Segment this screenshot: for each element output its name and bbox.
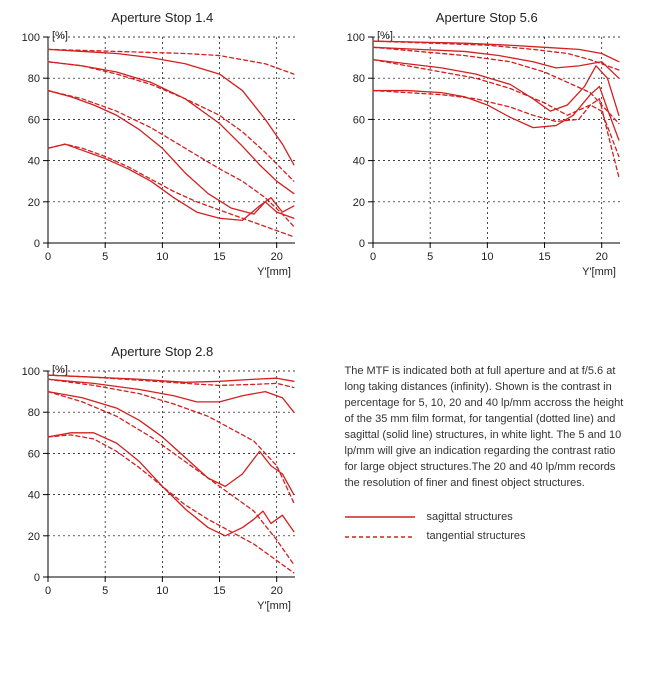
svg-text:100: 100 <box>346 32 364 44</box>
svg-text:5: 5 <box>427 251 433 263</box>
svg-text:[%]: [%] <box>52 30 68 42</box>
chart-svg-f28: 0 5 10 15 20 0 20 40 60 80 100 [%] Y'[mm] <box>10 363 305 613</box>
svg-text:0: 0 <box>34 572 40 584</box>
svg-text:80: 80 <box>28 407 40 419</box>
legend-row-tangential: tangential structures <box>345 529 630 545</box>
chart-title-f14: Aperture Stop 1.4 <box>10 10 315 25</box>
chart-cell-f56: Aperture Stop 5.6 0 5 10 15 20 0 20 40 60 80 100 [%… <box>335 10 640 284</box>
svg-text:100: 100 <box>22 366 40 378</box>
svg-text:40: 40 <box>28 156 40 168</box>
svg-text:60: 60 <box>28 114 40 126</box>
svg-text:20: 20 <box>28 197 40 209</box>
svg-text:40: 40 <box>352 156 364 168</box>
svg-text:60: 60 <box>28 448 40 460</box>
svg-text:20: 20 <box>28 531 40 543</box>
svg-text:40: 40 <box>28 490 40 502</box>
svg-text:5: 5 <box>102 585 108 597</box>
svg-text:Y'[mm]: Y'[mm] <box>582 266 616 278</box>
svg-text:0: 0 <box>34 238 40 250</box>
legend-row-sagittal: sagittal structures <box>345 510 630 526</box>
legend: sagittal structures tangential structure… <box>345 510 630 546</box>
svg-text:20: 20 <box>352 197 364 209</box>
svg-text:0: 0 <box>45 585 51 597</box>
svg-text:20: 20 <box>595 251 607 263</box>
svg-text:80: 80 <box>352 73 364 85</box>
chart-svg-f56: 0 5 10 15 20 0 20 40 60 80 100 [%] Y'[mm] <box>335 29 630 279</box>
svg-text:5: 5 <box>102 251 108 263</box>
svg-text:0: 0 <box>369 251 375 263</box>
legend-label-tangential: tangential structures <box>427 529 526 545</box>
svg-text:100: 100 <box>22 32 40 44</box>
svg-text:10: 10 <box>481 251 493 263</box>
svg-text:60: 60 <box>352 114 364 126</box>
svg-text:80: 80 <box>28 73 40 85</box>
description-cell: The MTF is indicated both at full apertu… <box>335 344 640 618</box>
svg-text:15: 15 <box>538 251 550 263</box>
description-text: The MTF is indicated both at full apertu… <box>345 364 630 492</box>
svg-text:0: 0 <box>358 238 364 250</box>
svg-text:10: 10 <box>156 585 168 597</box>
svg-text:Y'[mm]: Y'[mm] <box>257 600 291 612</box>
chart-svg-f14: 0 5 10 15 20 0 20 40 60 80 100 [%] Y'[mm] <box>10 29 305 279</box>
svg-text:Y'[mm]: Y'[mm] <box>257 266 291 278</box>
legend-swatch-tangential <box>345 532 415 542</box>
svg-text:15: 15 <box>213 251 225 263</box>
chart-cell-f14: Aperture Stop 1.4 0 5 10 15 20 0 20 40 60 80 100 [%… <box>10 10 315 284</box>
chart-title-f56: Aperture Stop 5.6 <box>335 10 640 25</box>
legend-label-sagittal: sagittal structures <box>427 510 513 526</box>
svg-text:10: 10 <box>156 251 168 263</box>
svg-text:20: 20 <box>271 251 283 263</box>
chart-cell-f28: Aperture Stop 2.8 0 5 10 15 20 0 20 40 60 80 100 [%… <box>10 344 315 618</box>
svg-text:[%]: [%] <box>52 364 68 376</box>
charts-grid: Aperture Stop 1.4 05101520020406080100[%… <box>10 10 639 618</box>
svg-text:0: 0 <box>45 251 51 263</box>
chart-title-f28: Aperture Stop 2.8 <box>10 344 315 359</box>
svg-text:15: 15 <box>213 585 225 597</box>
svg-text:20: 20 <box>271 585 283 597</box>
svg-text:[%]: [%] <box>377 30 393 42</box>
legend-swatch-sagittal <box>345 512 415 522</box>
